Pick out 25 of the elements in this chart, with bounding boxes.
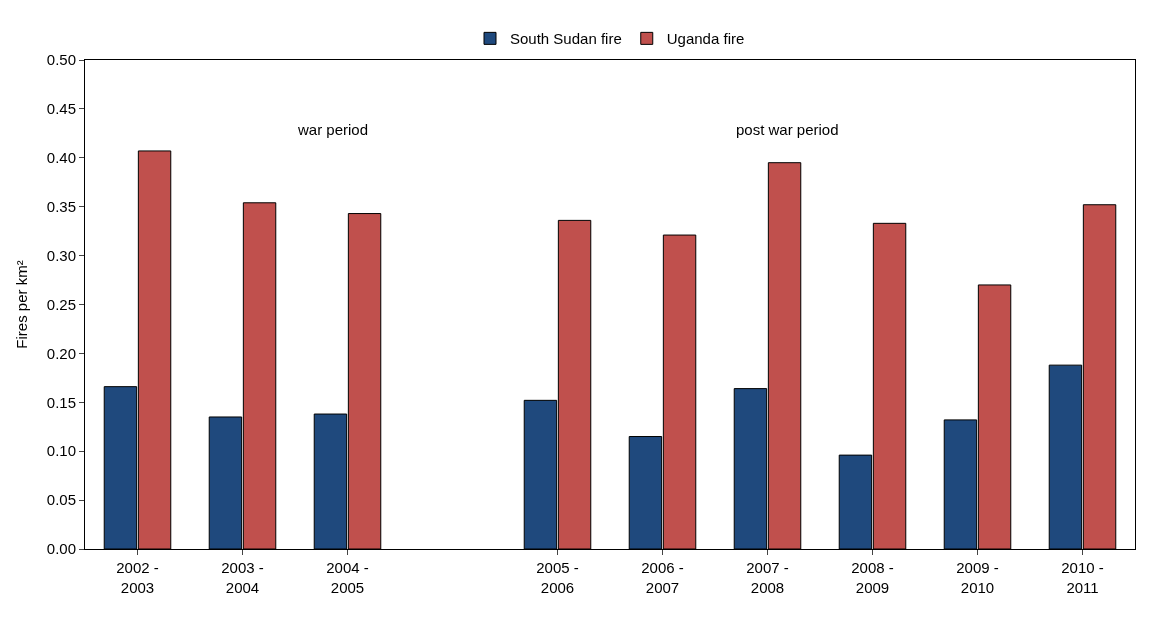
- legend-label: South Sudan fire: [510, 30, 622, 48]
- y-tick-label: 0.10: [46, 442, 76, 460]
- y-tick-label: 0.40: [46, 149, 76, 167]
- y-tick-label: 0.50: [46, 51, 76, 69]
- x-tick-label: 2005 - 2006: [536, 559, 579, 596]
- x-tick-label: 2003 - 2004: [221, 559, 264, 596]
- y-tick-label: 0.05: [46, 491, 76, 509]
- x-tick-label: 2004 - 2005: [326, 559, 369, 596]
- y-tick-label: 0.20: [46, 344, 76, 362]
- y-tick-label: 0.30: [46, 246, 76, 264]
- x-tick-label: 2007 - 2008: [746, 559, 789, 596]
- annotation: post war period: [736, 121, 839, 138]
- x-tick-label: 2006 - 2007: [641, 559, 684, 596]
- y-tick-label: 0.25: [46, 295, 76, 313]
- legend-label: Uganda fire: [666, 30, 745, 48]
- y-tick-label: 0.45: [46, 100, 76, 118]
- annotation: war period: [297, 121, 369, 138]
- x-tick-label: 2008 - 2009: [851, 559, 894, 596]
- y-tick-label: 0.15: [46, 393, 76, 411]
- x-tick-label: 2009 - 2010: [956, 559, 999, 596]
- y-axis-title: Fires per km²: [13, 260, 31, 349]
- y-tick-label: 0.35: [46, 197, 76, 215]
- x-tick-label: 2010 - 2011: [1061, 559, 1104, 596]
- x-tick-label: 2002 - 2003: [116, 559, 159, 596]
- y-tick-label: 0.00: [46, 540, 76, 558]
